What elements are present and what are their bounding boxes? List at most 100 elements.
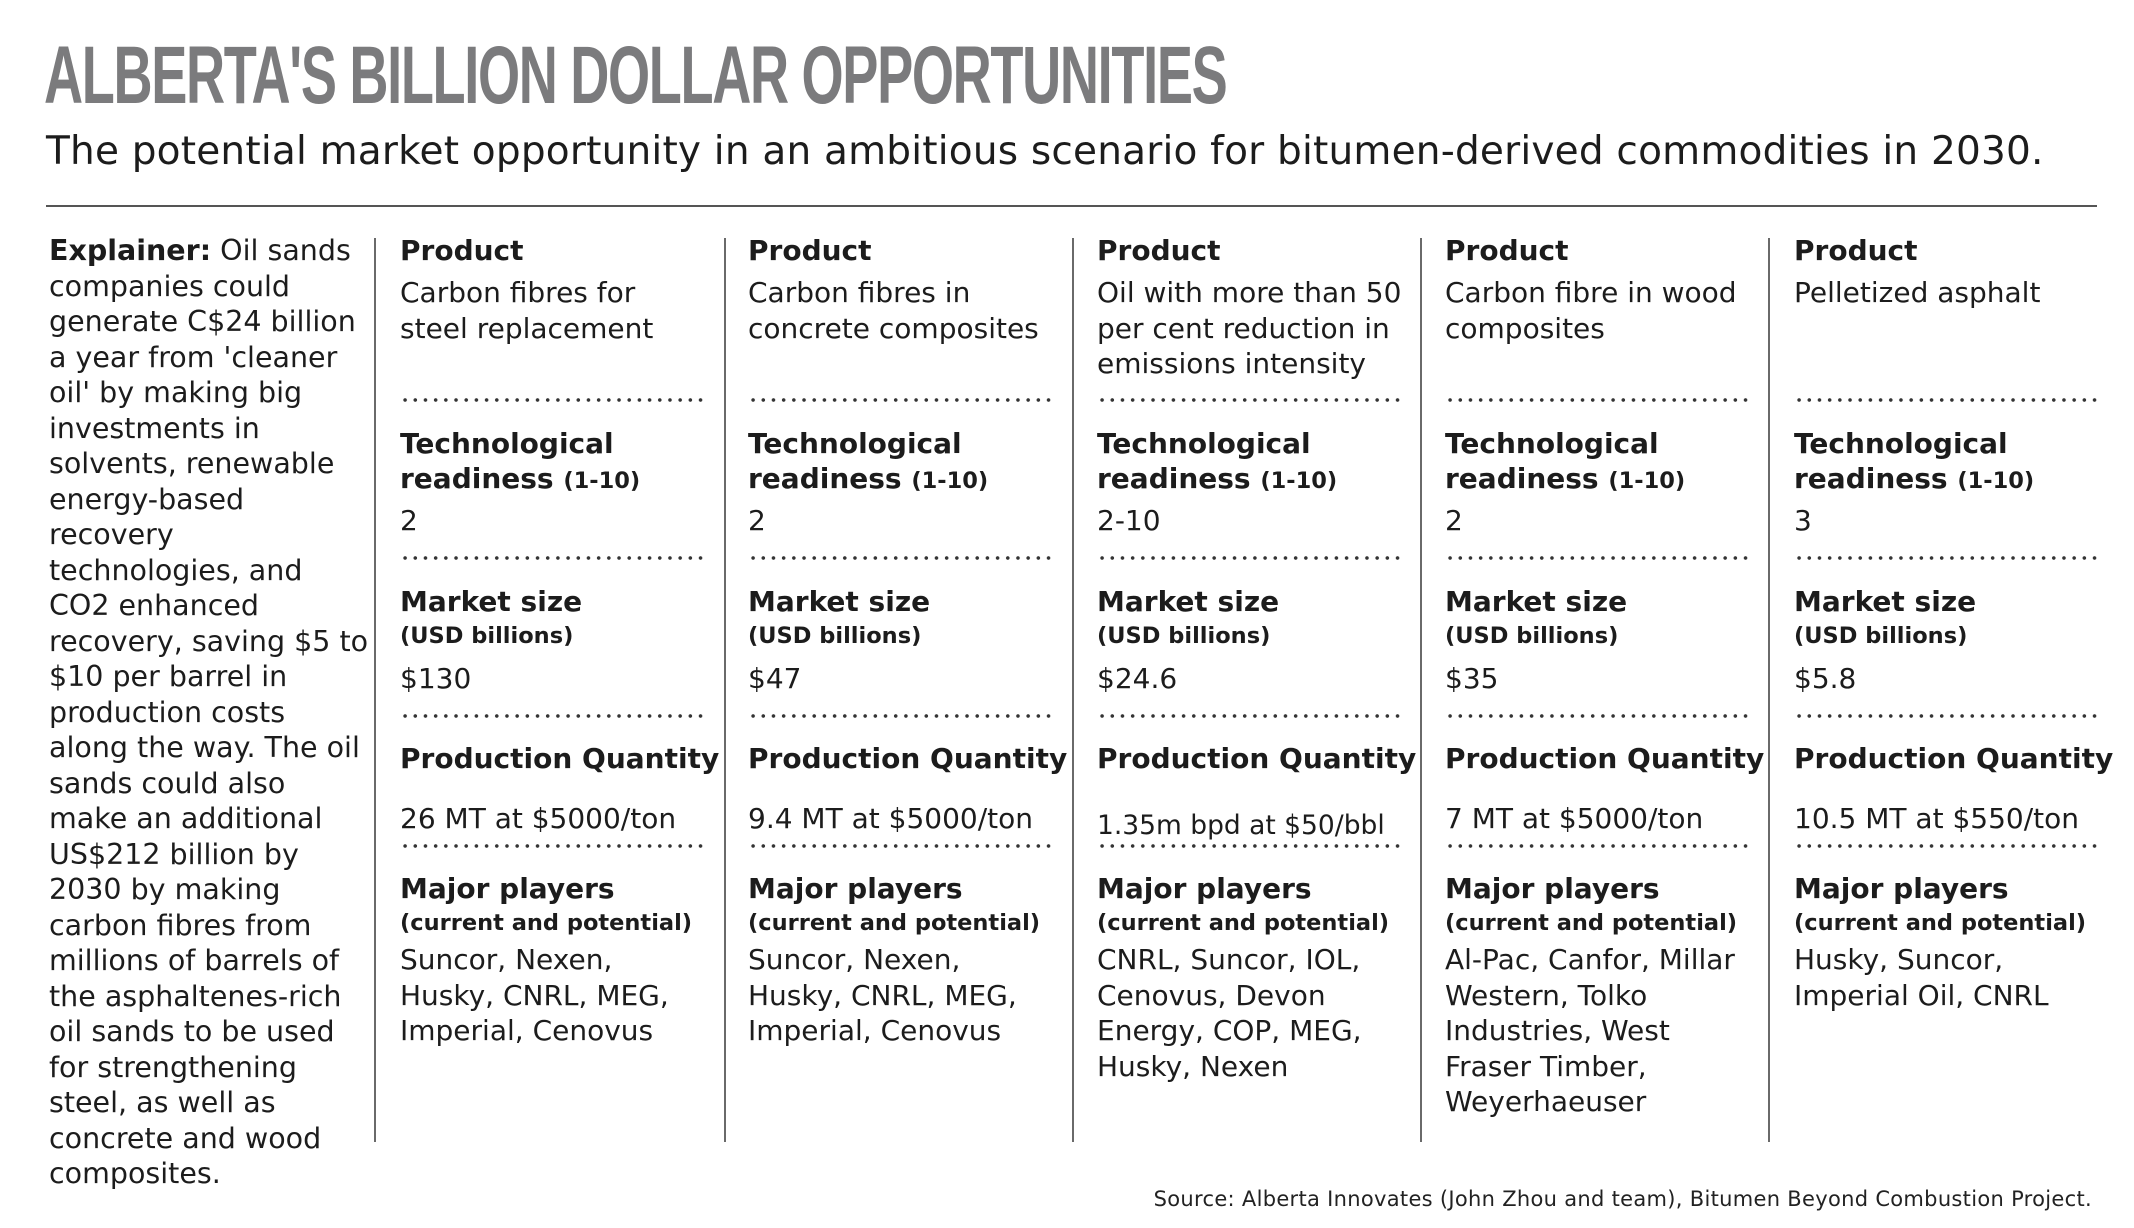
market-size-unit: (USD billions) <box>400 623 574 649</box>
major-players-value: Husky, Suncor, Imperial Oil, CNRL <box>1794 943 2049 1012</box>
dotted-separator <box>748 556 1056 560</box>
production-value: 10.5 MT at $550/ton <box>1794 802 2079 835</box>
explainer-text: Explainer: Oil sands companies could gen… <box>49 233 369 1192</box>
readiness-value: 2 <box>1445 504 1463 537</box>
product-name: Oil with more than 50 per cent reduction… <box>1097 276 1402 380</box>
market-size-unit: (USD billions) <box>1445 623 1619 649</box>
dotted-separator <box>748 398 1056 402</box>
market-size-value: $35 <box>1445 662 1499 695</box>
market-size-value: $24.6 <box>1097 662 1178 695</box>
market-size-unit: (USD billions) <box>1794 623 1968 649</box>
column-divider <box>1072 238 1074 1142</box>
market-size-heading: Market size <box>1794 585 1977 618</box>
major-players-heading: Major players <box>1445 872 1660 905</box>
major-players-subheading: (current and potential) <box>1445 910 1738 936</box>
major-players-heading: Major players <box>1794 872 2009 905</box>
dotted-separator <box>1097 398 1405 402</box>
product-name: Carbon fibre in wood composites <box>1445 276 1737 345</box>
dotted-separator <box>1445 844 1753 848</box>
dotted-separator <box>400 844 708 848</box>
page-subtitle: The potential market opportunity in an a… <box>46 129 2044 174</box>
readiness-heading: Technological <box>1794 427 2008 460</box>
readiness-word: readiness <box>400 462 554 495</box>
product-heading: Product <box>1794 234 1918 267</box>
major-players-value: CNRL, Suncor, IOL, Cenovus, Devon Energy… <box>1097 943 1362 1083</box>
readiness-word: readiness <box>1097 462 1251 495</box>
major-players-subheading: (current and potential) <box>1097 910 1390 936</box>
dotted-separator <box>400 398 708 402</box>
product-heading: Product <box>400 234 524 267</box>
production-value: 26 MT at $5000/ton <box>400 802 677 835</box>
readiness-heading: Technological <box>748 427 962 460</box>
market-size-heading: Market size <box>1097 585 1280 618</box>
dotted-separator <box>400 556 708 560</box>
page-title: ALBERTA'S BILLION DOLLAR OPPORTUNITIES <box>44 30 1228 121</box>
dotted-separator <box>748 714 1056 718</box>
readiness-heading: Technological <box>1445 427 1659 460</box>
readiness-scale: (1-10) <box>1608 468 1686 494</box>
readiness-heading-line2: readiness (1-10) <box>1445 461 1685 500</box>
market-size-value: $130 <box>400 662 472 695</box>
product-name: Carbon fibres for steel replacement <box>400 276 654 345</box>
major-players-value: Suncor, Nexen, Husky, CNRL, MEG, Imperia… <box>400 943 669 1047</box>
major-players-subheading: (current and potential) <box>400 910 693 936</box>
readiness-scale: (1-10) <box>1260 468 1338 494</box>
readiness-scale: (1-10) <box>911 468 989 494</box>
readiness-word: readiness <box>1794 462 1948 495</box>
major-players-value: Al-Pac, Canfor, Millar Western, Tolko In… <box>1445 943 1735 1118</box>
product-heading: Product <box>748 234 872 267</box>
dotted-separator <box>1794 398 2102 402</box>
market-size-heading: Market size <box>400 585 583 618</box>
major-players-value: Suncor, Nexen, Husky, CNRL, MEG, Imperia… <box>748 943 1017 1047</box>
explainer-body: Oil sands companies could generate C$24 … <box>49 234 369 1190</box>
product-name: Pelletized asphalt <box>1794 276 2041 309</box>
market-size-heading: Market size <box>748 585 931 618</box>
dotted-separator <box>1445 398 1753 402</box>
market-size-value: $5.8 <box>1794 662 1857 695</box>
readiness-value: 2-10 <box>1097 504 1161 537</box>
market-size-value: $47 <box>748 662 802 695</box>
major-players-heading: Major players <box>1097 872 1312 905</box>
production-heading: Production Quantity <box>400 742 720 775</box>
explainer-label: Explainer: <box>49 234 212 267</box>
readiness-scale: (1-10) <box>563 468 641 494</box>
production-heading: Production Quantity <box>1445 742 1765 775</box>
major-players-heading: Major players <box>400 872 615 905</box>
production-value: 1.35m bpd at $50/bbl <box>1097 810 1385 841</box>
readiness-heading-line2: readiness (1-10) <box>400 461 640 500</box>
readiness-word: readiness <box>748 462 902 495</box>
major-players-subheading: (current and potential) <box>1794 910 2087 936</box>
market-size-heading: Market size <box>1445 585 1628 618</box>
dotted-separator <box>1445 556 1753 560</box>
dotted-separator <box>1445 714 1753 718</box>
product-heading: Product <box>1445 234 1569 267</box>
source-note: Source: Alberta Innovates (John Zhou and… <box>1153 1187 2092 1211</box>
column-divider <box>1768 238 1770 1142</box>
product-heading: Product <box>1097 234 1221 267</box>
readiness-heading: Technological <box>400 427 614 460</box>
production-value: 9.4 MT at $5000/ton <box>748 802 1033 835</box>
readiness-scale: (1-10) <box>1957 468 2035 494</box>
header-divider <box>46 205 2097 207</box>
dotted-separator <box>1794 844 2102 848</box>
readiness-heading: Technological <box>1097 427 1311 460</box>
dotted-separator <box>1097 714 1405 718</box>
readiness-value: 2 <box>400 504 418 537</box>
dotted-separator <box>1097 556 1405 560</box>
market-size-unit: (USD billions) <box>748 623 922 649</box>
dotted-separator <box>400 714 708 718</box>
readiness-heading-line2: readiness (1-10) <box>1794 461 2034 500</box>
product-name: Carbon fibres in concrete composites <box>748 276 1039 345</box>
dotted-separator <box>1097 844 1405 848</box>
readiness-word: readiness <box>1445 462 1599 495</box>
major-players-subheading: (current and potential) <box>748 910 1041 936</box>
readiness-heading-line2: readiness (1-10) <box>748 461 988 500</box>
market-size-unit: (USD billions) <box>1097 623 1271 649</box>
major-players-heading: Major players <box>748 872 963 905</box>
readiness-value: 2 <box>748 504 766 537</box>
dotted-separator <box>1794 556 2102 560</box>
dotted-separator <box>748 844 1056 848</box>
readiness-heading-line2: readiness (1-10) <box>1097 461 1337 500</box>
column-divider <box>724 238 726 1142</box>
column-divider <box>374 238 376 1142</box>
